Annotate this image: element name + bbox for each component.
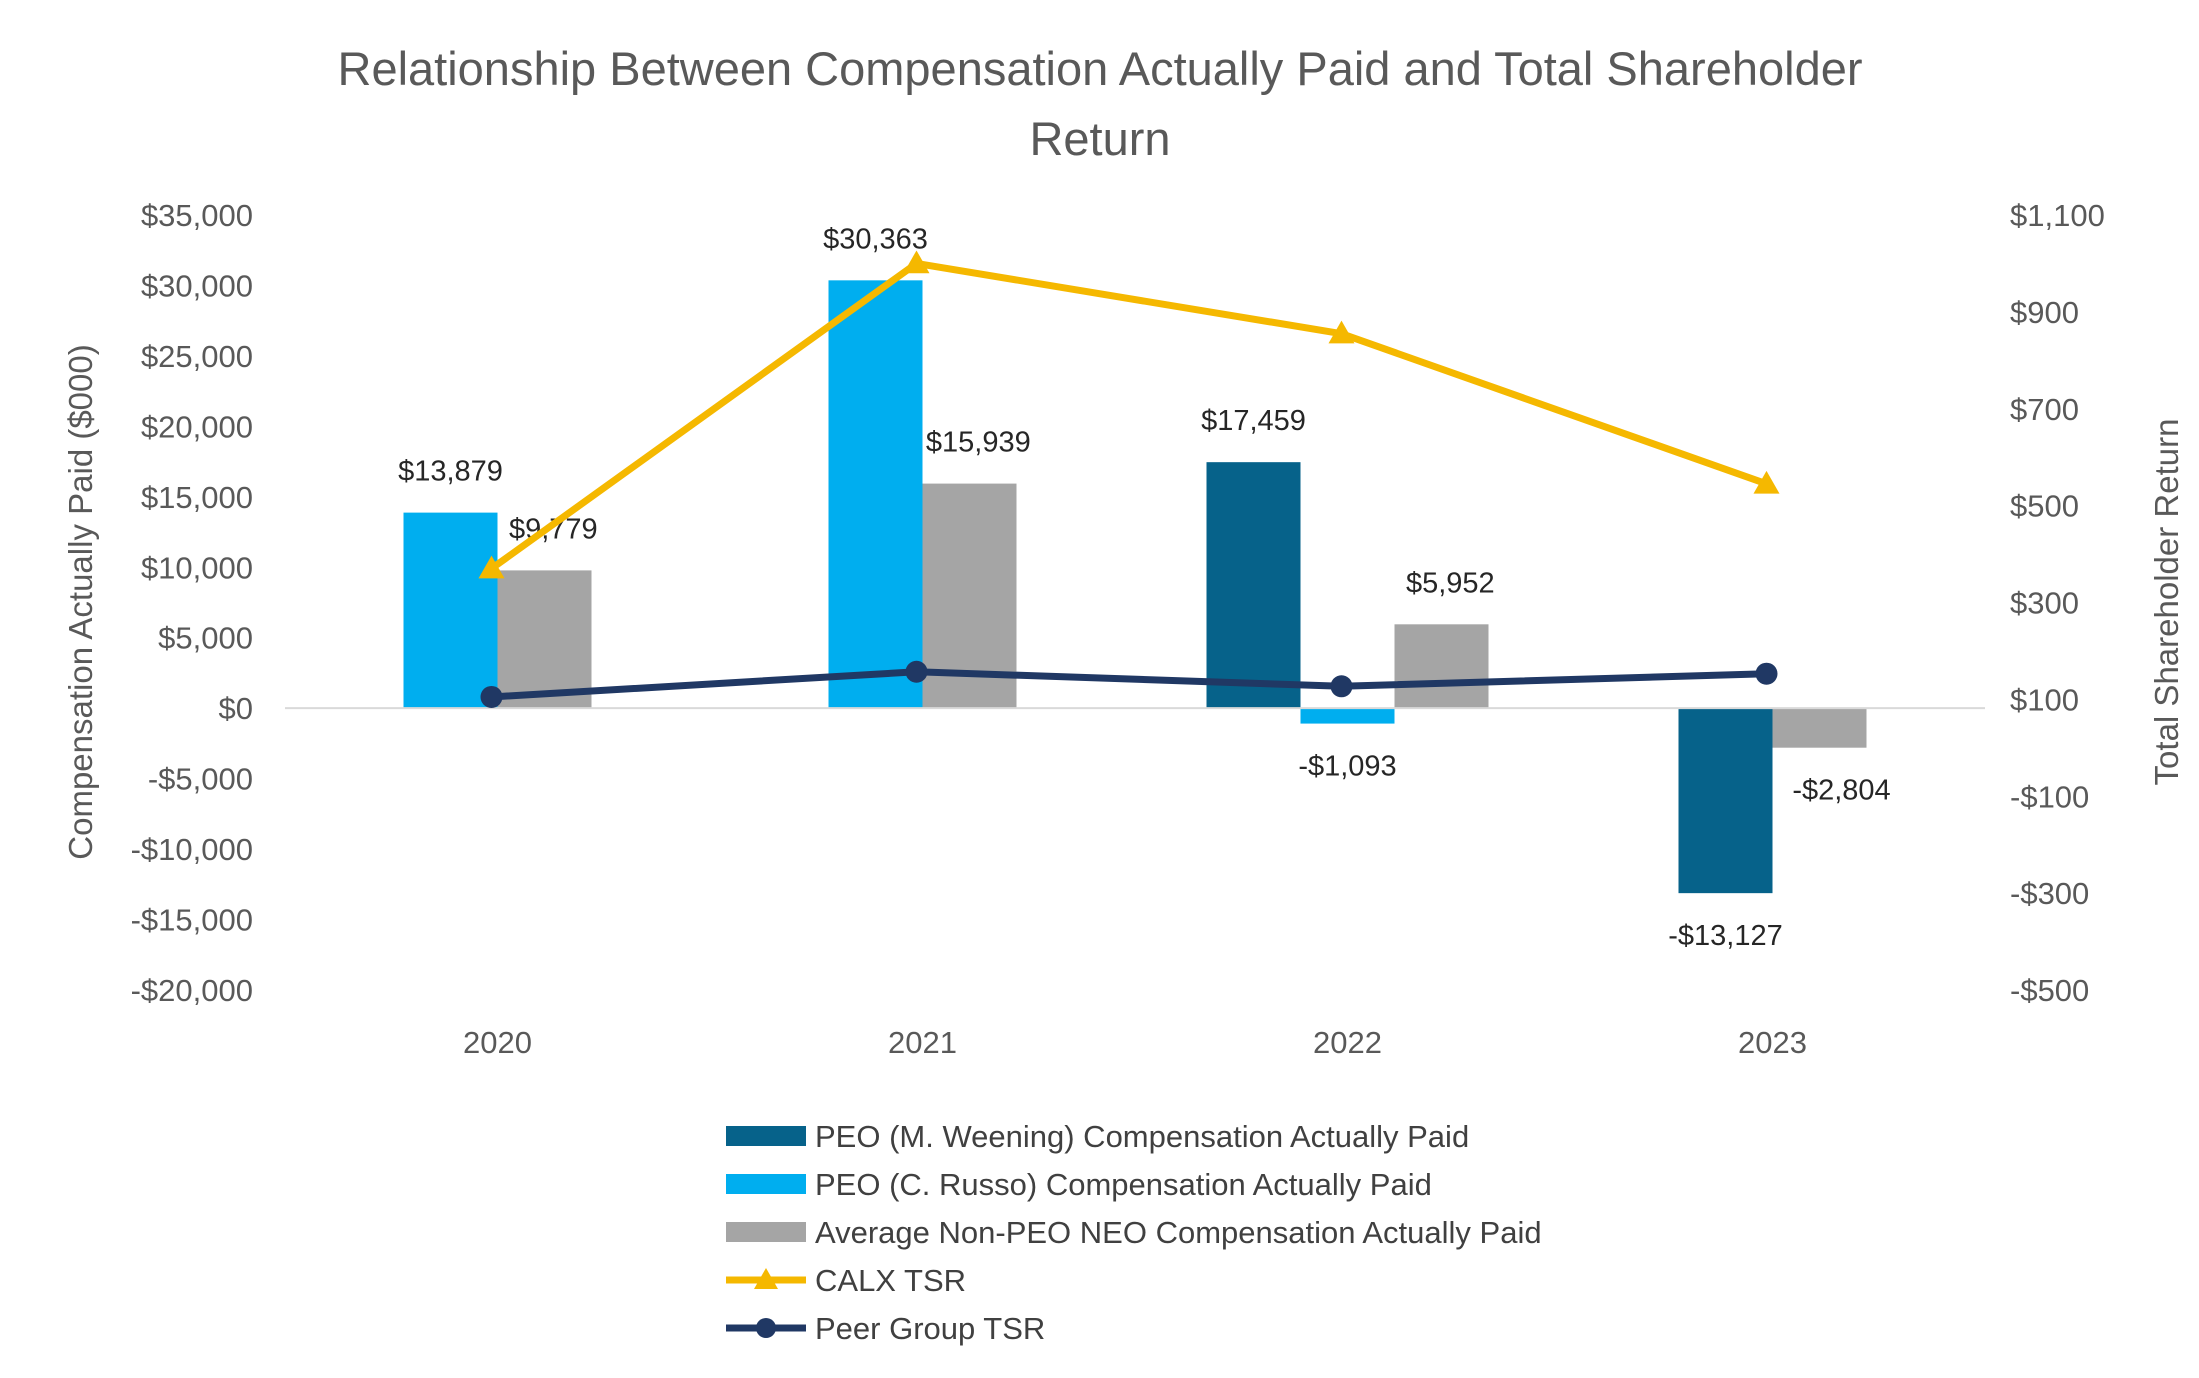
data-label: $15,939: [926, 427, 1031, 459]
left-tick-label: $10,000: [141, 550, 253, 585]
x-tick-label: 2020: [463, 1025, 532, 1060]
legend-label-peer-group-tsr: Peer Group TSR: [815, 1311, 1045, 1346]
left-tick-label: $0: [219, 691, 253, 726]
data-label: -$2,804: [1792, 775, 1890, 807]
legend-marker-calx-tsr: [754, 1268, 778, 1289]
data-label: $9,779: [509, 513, 598, 545]
bar-peo-c-russo-compensation-actually-paid-2022: [1300, 708, 1395, 724]
plot-area: -$20,000 -$15,000 -$10,000 -$5,000 $0 $5,000 $…: [62, 198, 2185, 1060]
left-tick-label: $30,000: [141, 268, 253, 303]
left-tick-label: -$15,000: [131, 903, 253, 938]
bar-peo-m-weening-compensation-actually-paid-2022: [1206, 462, 1301, 709]
bar-average-non-peo-neo-compensation-actually-paid-2023: [1772, 708, 1867, 748]
bar-average-non-peo-neo-compensation-actually-paid-2020: [497, 570, 592, 709]
left-tick-label: -$20,000: [131, 973, 253, 1008]
data-label: -$1,093: [1298, 751, 1396, 783]
left-tick-label: $5,000: [158, 621, 253, 656]
line-calx-tsr: [489, 259, 1768, 572]
left-tick-label: -$10,000: [131, 832, 253, 867]
y-axis-right-title: Total Shareholder Return: [2148, 419, 2185, 786]
legend: PEO (M. Weening) Compensation Actually P…: [726, 1119, 1542, 1346]
marker-peer-group-tsr-2022: [1330, 675, 1353, 698]
bar-peo-c-russo-compensation-actually-paid-2021: [828, 280, 923, 709]
left-tick-label: $35,000: [141, 198, 253, 233]
marker-calx-tsr-2021: [903, 250, 930, 274]
right-tick-label: -$100: [2010, 779, 2089, 814]
chart-title-line-2: Return: [1029, 112, 1170, 165]
right-tick-label: $900: [2010, 295, 2079, 330]
x-tick-label: 2023: [1738, 1025, 1807, 1060]
x-tick-label: 2022: [1313, 1025, 1382, 1060]
left-tick-label: $15,000: [141, 480, 253, 515]
x-tick-label: 2021: [888, 1025, 957, 1060]
legend-swatch-average-non-peo-neo-compensation-actually-paid: [726, 1222, 806, 1242]
legend-swatch-peo-c-russo-compensation-actually-paid: [726, 1174, 806, 1194]
marker-calx-tsr-2023: [1753, 470, 1780, 494]
line-peer-group-tsr: [491, 668, 1767, 701]
right-tick-label: -$300: [2010, 876, 2089, 911]
legend-marker-peer-group-tsr: [756, 1318, 776, 1338]
left-tick-label: $25,000: [141, 339, 253, 374]
data-label: -$13,127: [1668, 920, 1783, 952]
y-axis-left-title: Compensation Actually Paid ($000): [62, 344, 99, 859]
marker-peer-group-tsr-2023: [1755, 662, 1778, 685]
legend-swatch-peo-m-weening-compensation-actually-paid: [726, 1126, 806, 1146]
right-tick-label: $300: [2010, 586, 2079, 621]
bar-peo-c-russo-compensation-actually-paid-2020: [403, 512, 498, 709]
legend-label-calx-tsr: CALX TSR: [815, 1263, 966, 1298]
data-label: $13,879: [398, 456, 503, 488]
marker-calx-tsr-2022: [1328, 320, 1355, 344]
legend-label-peo-m-weening-compensation-actually-paid: PEO (M. Weening) Compensation Actually P…: [815, 1119, 1469, 1154]
data-label: $30,363: [823, 223, 928, 255]
marker-peer-group-tsr-2020: [480, 685, 503, 708]
right-tick-label: -$500: [2010, 973, 2089, 1008]
legend-label-peo-c-russo-compensation-actually-paid: PEO (C. Russo) Compensation Actually Pai…: [815, 1167, 1432, 1202]
data-label: $17,459: [1201, 405, 1306, 437]
legend-label-average-non-peo-neo-compensation-actually-paid: Average Non-PEO NEO Compensation Actuall…: [815, 1215, 1542, 1250]
right-tick-label: $1,100: [2010, 198, 2105, 233]
right-tick-label: $500: [2010, 489, 2079, 524]
right-tick-label: $700: [2010, 392, 2079, 427]
left-tick-label: $20,000: [141, 409, 253, 444]
marker-peer-group-tsr-2021: [905, 660, 928, 683]
marker-calx-tsr-2020: [478, 555, 505, 579]
bar-peo-m-weening-compensation-actually-paid-2023: [1678, 708, 1773, 894]
chart-title-line-1: Relationship Between Compensation Actual…: [338, 42, 1863, 95]
right-tick-label: $100: [2010, 682, 2079, 717]
left-tick-label: -$5,000: [148, 762, 253, 797]
data-label: $5,952: [1406, 567, 1495, 599]
bar-average-non-peo-neo-compensation-actually-paid-2022: [1394, 624, 1489, 709]
